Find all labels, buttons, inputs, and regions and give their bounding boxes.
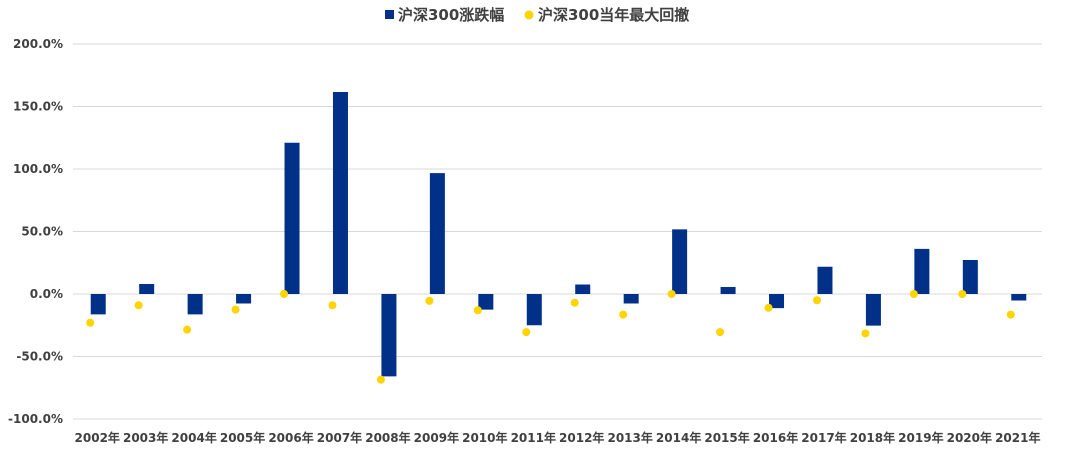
x-tick-label: 2007年 [317, 430, 362, 445]
bar [624, 294, 639, 304]
scatter-point [280, 290, 288, 298]
bar [188, 294, 203, 314]
x-tick-label: 2020年 [947, 430, 992, 445]
bar [139, 284, 154, 294]
y-axis-tick-labels: -100.0% -50.0% 0.0% 50.0% 100.0% 150.0% 200.0% [8, 37, 63, 426]
legend-dot-label: 沪深300当年最大回撤 [538, 6, 689, 24]
x-tick-label: 2012年 [559, 430, 604, 445]
bar [285, 143, 300, 294]
y-tick-label: -100.0% [8, 412, 63, 426]
x-tick-label: 2014年 [656, 430, 701, 445]
x-tick-label: 2019年 [898, 430, 943, 445]
legend-bar-swatch [385, 10, 394, 19]
scatter-point [910, 290, 918, 298]
y-tick-label: 50.0% [21, 225, 63, 239]
bar-series [91, 92, 1027, 376]
x-tick-label: 2004年 [171, 430, 216, 445]
bar [914, 249, 929, 294]
scatter-point [861, 329, 869, 337]
y-tick-label: 150.0% [13, 100, 63, 114]
scatter-point [522, 328, 530, 336]
bar [333, 92, 348, 294]
scatter-point [474, 306, 482, 314]
bar [672, 229, 687, 294]
y-tick-label: 100.0% [13, 162, 63, 176]
scatter-point [425, 297, 433, 305]
x-tick-label: 2011年 [511, 430, 556, 445]
scatter-point [716, 328, 724, 336]
scatter-point [958, 290, 966, 298]
x-tick-label: 2010年 [462, 430, 507, 445]
scatter-point [232, 306, 240, 314]
scatter-point [328, 301, 336, 309]
x-tick-label: 2021年 [995, 430, 1040, 445]
scatter-point [1007, 311, 1015, 319]
gridlines [73, 44, 1042, 419]
y-tick-label: 0.0% [30, 287, 63, 301]
x-tick-label: 2017年 [801, 430, 846, 445]
scatter-point [377, 376, 385, 384]
x-tick-label: 2002年 [75, 430, 120, 445]
legend-dot-swatch [525, 11, 534, 20]
legend: 沪深300涨跌幅 沪深300当年最大回撤 [385, 6, 689, 24]
bar [478, 294, 493, 310]
y-tick-label: 200.0% [13, 37, 63, 51]
x-tick-label: 2016年 [753, 430, 798, 445]
x-axis-tick-labels: 2002年2003年2004年 2005年2006年 2007年2008年 2009年… [75, 430, 1041, 445]
legend-bar-label: 沪深300涨跌幅 [398, 6, 504, 24]
x-tick-label: 2013年 [607, 430, 652, 445]
scatter-point [619, 311, 627, 319]
x-tick-label: 2018年 [850, 430, 895, 445]
scatter-point [183, 326, 191, 334]
bar [527, 294, 542, 325]
bar [1011, 294, 1026, 301]
scatter-point [86, 319, 94, 327]
bar [866, 294, 881, 326]
x-tick-label: 2003年 [123, 430, 168, 445]
bar [236, 294, 251, 304]
x-tick-label: 2009年 [414, 430, 459, 445]
scatter-point [135, 301, 143, 309]
bar [430, 173, 445, 294]
bar [381, 294, 396, 376]
bar [963, 260, 978, 294]
y-tick-label: -50.0% [16, 350, 63, 364]
scatter-point [668, 290, 676, 298]
bar [91, 294, 106, 314]
x-tick-label: 2005年 [220, 430, 265, 445]
bar [817, 267, 832, 294]
scatter-point [571, 299, 579, 307]
bar [721, 287, 736, 294]
x-tick-label: 2008年 [365, 430, 410, 445]
x-tick-label: 2006年 [268, 430, 313, 445]
x-tick-label: 2015年 [704, 430, 749, 445]
scatter-point [765, 304, 773, 312]
scatter-point [813, 296, 821, 304]
bar [575, 285, 590, 295]
